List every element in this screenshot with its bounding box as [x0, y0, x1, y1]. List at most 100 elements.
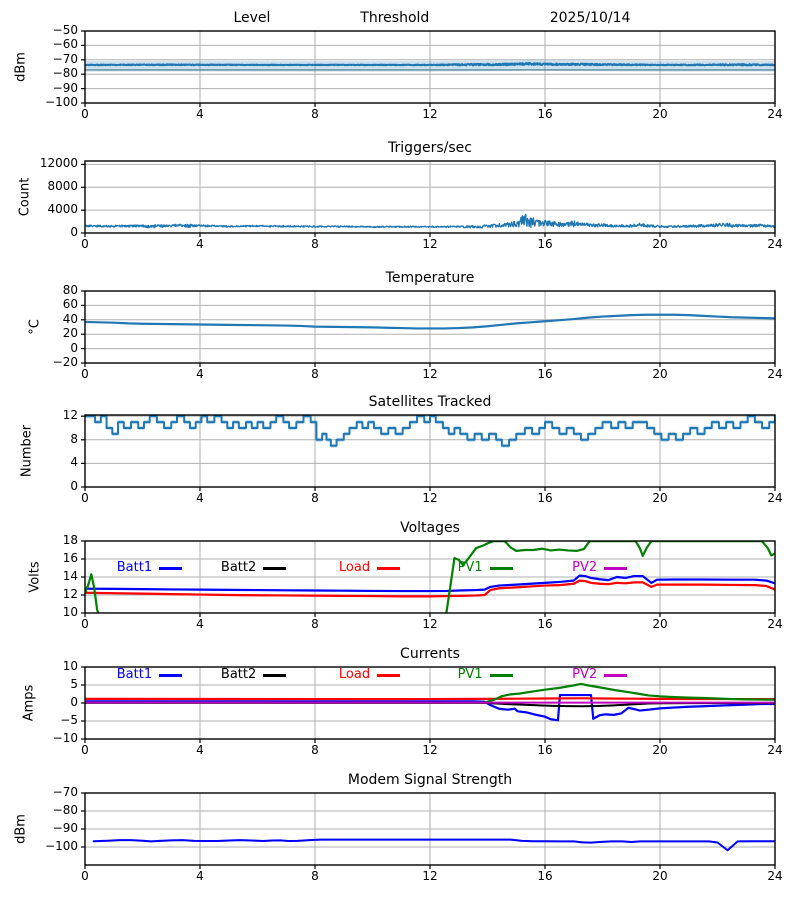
- legend-label: PV2: [572, 667, 598, 683]
- legend-line-swatch: [263, 673, 287, 677]
- satellites-xtick-label: 0: [81, 491, 89, 505]
- legend-line-swatch: [604, 566, 628, 570]
- satellites-title: Satellites Tracked: [368, 394, 492, 410]
- legend-label: Load: [338, 560, 371, 576]
- legend-line-swatch: [377, 673, 401, 677]
- satellites-ytick-label: 0: [70, 479, 78, 493]
- legend-label: Batt2: [220, 560, 257, 576]
- currents-xtick-label: 0: [81, 743, 89, 757]
- temperature-ytick-label: 20: [62, 326, 78, 341]
- satellites-xtick-label: 20: [652, 491, 668, 505]
- level-xtick-label: 4: [196, 107, 204, 121]
- triggers-ytick-label: 4000: [47, 202, 78, 217]
- modem-xtick-label: 16: [537, 869, 553, 883]
- legend-label: Batt1: [116, 667, 153, 683]
- voltages-xtick-label: 4: [196, 617, 204, 631]
- currents-ytick-label: 10: [62, 659, 78, 673]
- legend-line-swatch: [604, 673, 628, 677]
- temperature-ytick-label: 0: [70, 340, 78, 355]
- temperature-xtick-label: 20: [652, 367, 668, 381]
- temperature-ytick-label: −20: [52, 355, 78, 369]
- voltages-xtick-label: 16: [537, 617, 553, 631]
- legend-label: PV2: [572, 560, 598, 576]
- satellites-ytick-label: 8: [70, 431, 78, 446]
- currents-legend-pv1: PV1: [457, 667, 513, 683]
- level-ytick-label: −70: [52, 51, 78, 66]
- currents-xtick-label: 12: [422, 743, 438, 757]
- modem-xtick-label: 24: [767, 869, 783, 883]
- satellites-xtick-label: 24: [767, 491, 783, 505]
- voltages-legend-batt2: Batt2: [220, 560, 287, 576]
- triggers-xtick-label: 0: [81, 237, 89, 251]
- satellites-ytick-label: 12: [62, 408, 78, 423]
- modem-xtick-label: 0: [81, 869, 89, 883]
- level-xtick-label: 12: [422, 107, 438, 121]
- currents-ytick-label: −5: [60, 713, 78, 727]
- currents-ytick-label: −10: [52, 731, 78, 745]
- satellites-xtick-label: 12: [422, 491, 438, 505]
- voltages-title: Voltages: [400, 520, 460, 536]
- triggers-ytick-label: 8000: [47, 179, 78, 194]
- triggers-xtick-label: 4: [196, 237, 204, 251]
- level-ytick-label: −50: [52, 23, 78, 37]
- triggers-xtick-label: 8: [311, 237, 319, 251]
- level-xtick-label: 24: [767, 107, 783, 121]
- level-ytick-label: −100: [45, 95, 78, 109]
- temperature-xtick-label: 4: [196, 367, 204, 381]
- voltages-ytick-label: 16: [62, 551, 78, 565]
- level-xtick-label: 0: [81, 107, 89, 121]
- modem-ytick-label: −80: [52, 803, 78, 817]
- temperature-xtick-label: 12: [422, 367, 438, 381]
- triggers-xtick-label: 16: [537, 237, 553, 251]
- level-ytick-label: −80: [52, 66, 78, 81]
- level-ytick-label: −60: [52, 37, 78, 52]
- temperature-ytick-label: 80: [62, 283, 78, 297]
- modem-xtick-label: 20: [652, 869, 668, 883]
- legend-line-swatch: [489, 566, 513, 570]
- currents-xtick-label: 20: [652, 743, 668, 757]
- voltages-xtick-label: 8: [311, 617, 319, 631]
- legend-line-swatch: [489, 673, 513, 677]
- modem-ytick-label: −70: [52, 785, 78, 799]
- voltages-legend-load: Load: [338, 560, 401, 576]
- temperature-title: Temperature: [385, 270, 475, 286]
- temperature-xtick-label: 0: [81, 367, 89, 381]
- currents-legend-load: Load: [338, 667, 401, 683]
- level-title-2: Threshold: [360, 10, 430, 26]
- legend-label: PV1: [457, 667, 483, 683]
- currents-legend-batt1: Batt1: [116, 667, 183, 683]
- modem-title: Modem Signal Strength: [347, 772, 513, 788]
- currents-xtick-label: 4: [196, 743, 204, 757]
- legend-label: Load: [338, 667, 371, 683]
- satellites-xtick-label: 4: [196, 491, 204, 505]
- triggers-ytick-label: 0: [70, 225, 78, 239]
- legend-line-swatch: [159, 566, 183, 570]
- triggers-xtick-label: 12: [422, 237, 438, 251]
- voltages-legend-pv2: PV2: [572, 560, 628, 576]
- modem-ytick-label: −90: [52, 821, 78, 835]
- level-xtick-label: 16: [537, 107, 553, 121]
- level-title-1: Level: [233, 10, 271, 26]
- currents-xtick-label: 8: [311, 743, 319, 757]
- legend-label: Batt2: [220, 667, 257, 683]
- temperature-ytick-label: 40: [62, 311, 78, 326]
- currents-legend-pv2: PV2: [572, 667, 628, 683]
- voltages-xtick-label: 12: [422, 617, 438, 631]
- level-ytick-label: −90: [52, 80, 78, 95]
- level-xtick-label: 8: [311, 107, 319, 121]
- voltages-legend-pv1: PV1: [458, 561, 513, 575]
- currents-legend-batt2: Batt2: [220, 667, 287, 683]
- voltages-legend-batt1: Batt1: [116, 560, 183, 576]
- modem-xtick-label: 12: [422, 869, 438, 883]
- voltages-xtick-label: 24: [767, 617, 783, 631]
- voltages-xtick-label: 0: [81, 617, 89, 631]
- legend-label: Batt1: [116, 560, 153, 576]
- currents-title: Currents: [400, 646, 460, 662]
- currents-ytick-label: 5: [70, 677, 78, 691]
- triggers-title: Triggers/sec: [388, 140, 472, 156]
- satellites-ytick-label: 4: [70, 455, 78, 470]
- legend-line-swatch: [377, 566, 401, 570]
- triggers-xtick-label: 20: [652, 237, 668, 251]
